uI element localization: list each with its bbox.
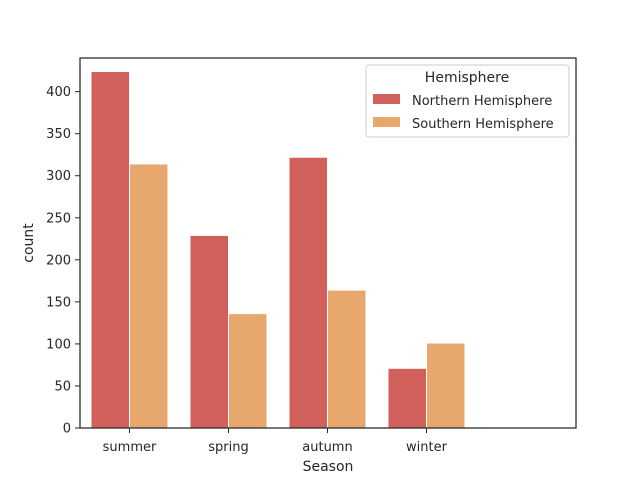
x-tick-label-winter: winter <box>406 440 448 455</box>
y-tick-label: 200 <box>46 253 71 268</box>
bar-northern-spring <box>189 234 229 429</box>
legend-label-southern: Southern Hemisphere <box>412 117 554 132</box>
bar-southern-summer <box>129 163 169 429</box>
x-tick-label-summer: summer <box>103 440 157 455</box>
y-tick-label: 0 <box>63 422 71 437</box>
legend-title: Hemisphere <box>425 70 509 86</box>
bar-northern-autumn <box>288 156 328 429</box>
x-tick-label-spring: spring <box>208 440 248 455</box>
bar-northern-summer <box>90 70 130 429</box>
x-tick-label-autumn: autumn <box>302 440 352 455</box>
bar-southern-winter <box>426 342 466 429</box>
plot-frame <box>79 57 577 429</box>
y-tick-label: 150 <box>46 295 71 310</box>
legend-swatch-southern <box>373 117 400 127</box>
y-tick-label: 250 <box>46 211 71 226</box>
x-axis-label: Season <box>303 459 354 475</box>
x-axis-ticks: summer spring autumn winter <box>103 428 448 455</box>
legend-label-northern: Northern Hemisphere <box>412 94 552 109</box>
y-axis-label: count <box>21 223 37 263</box>
legend: Hemisphere Northern Hemisphere Southern … <box>365 64 570 138</box>
legend-swatch-northern <box>373 94 400 104</box>
bars-group <box>90 70 466 429</box>
y-tick-label: 350 <box>46 127 71 142</box>
y-tick-label: 50 <box>54 379 71 394</box>
y-tick-label: 100 <box>46 337 71 352</box>
bar-northern-winter <box>387 367 427 429</box>
legend-box <box>365 64 570 138</box>
bar-southern-spring <box>228 313 268 429</box>
y-tick-label: 300 <box>46 169 71 184</box>
bar-southern-autumn <box>327 289 367 429</box>
y-axis-ticks: 0 50 100 150 200 250 300 350 400 <box>46 85 80 437</box>
y-tick-label: 400 <box>46 85 71 100</box>
